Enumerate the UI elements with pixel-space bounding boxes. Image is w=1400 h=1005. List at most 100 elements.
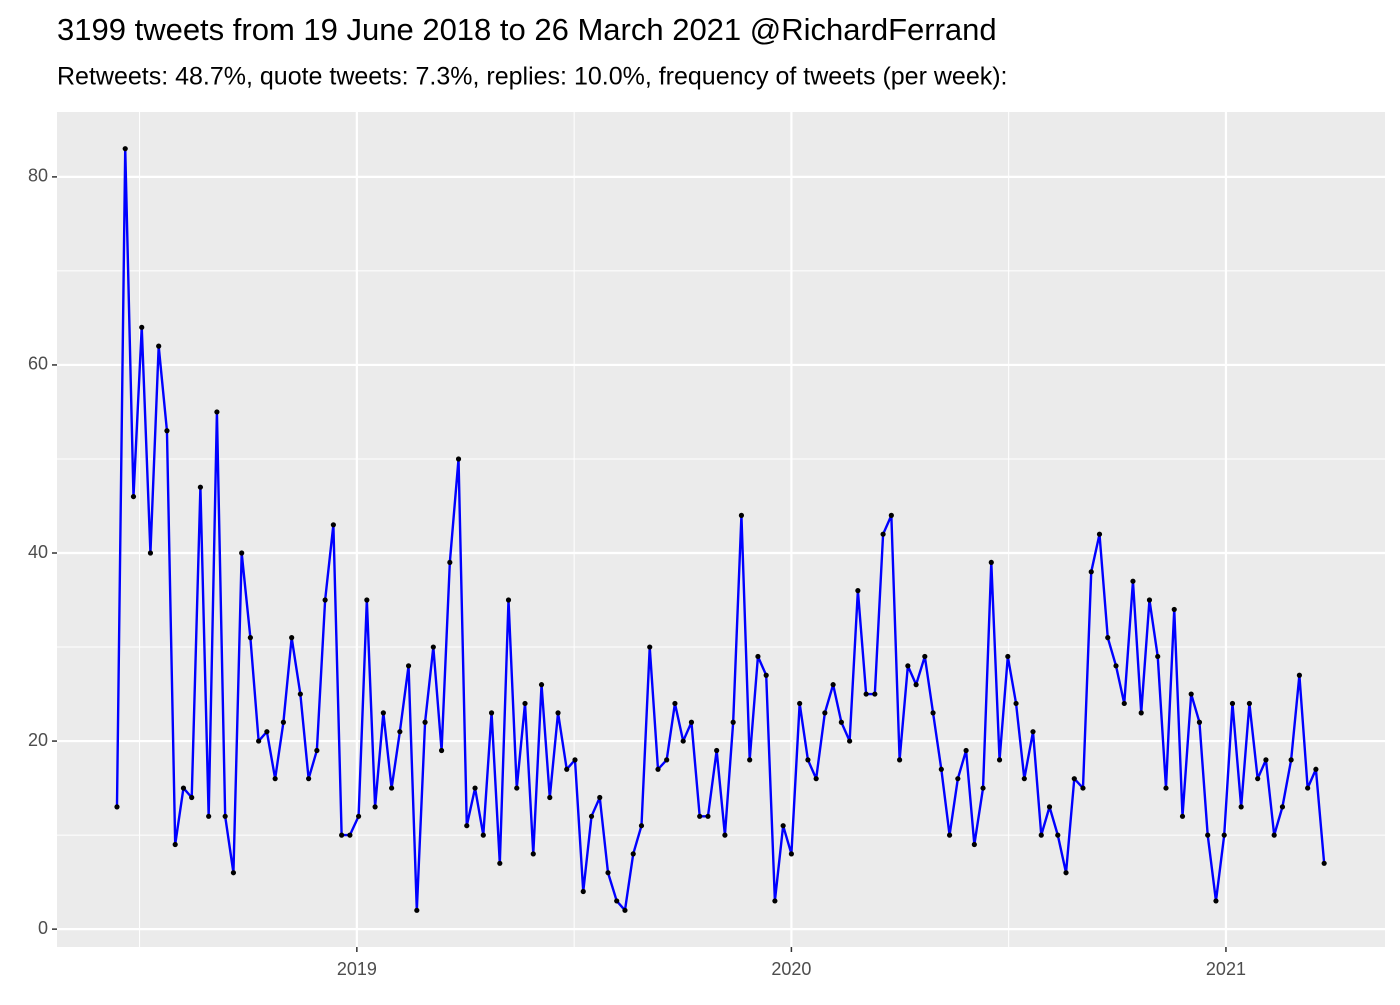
data-point: [1063, 870, 1069, 876]
data-point: [1263, 757, 1269, 763]
data-point: [1030, 729, 1036, 735]
data-point: [1013, 700, 1019, 707]
data-point: [497, 860, 503, 866]
data-point: [314, 747, 320, 754]
data-point: [1213, 898, 1219, 904]
data-point: [156, 343, 162, 349]
data-point: [222, 813, 228, 819]
data-point: [438, 747, 445, 754]
y-tick-label: 20: [28, 730, 48, 750]
data-point: [1238, 804, 1244, 810]
data-point: [622, 907, 628, 913]
data-point: [905, 663, 911, 669]
data-point: [897, 757, 903, 763]
data-point: [280, 719, 287, 725]
data-point: [472, 785, 478, 791]
data-point: [397, 729, 403, 735]
data-point: [1179, 813, 1186, 819]
data-point: [514, 785, 520, 791]
data-point: [289, 635, 295, 641]
data-point: [980, 785, 986, 791]
data-point: [189, 794, 195, 801]
data-point: [697, 813, 703, 819]
data-point: [1171, 606, 1177, 613]
data-point: [1229, 700, 1236, 707]
data-point: [605, 870, 611, 876]
data-point: [455, 456, 462, 462]
data-point: [988, 559, 994, 566]
y-tick-label: 0: [38, 918, 48, 938]
data-point: [464, 823, 470, 829]
data-point: [1196, 719, 1203, 725]
data-point: [938, 766, 944, 772]
data-point: [946, 832, 953, 838]
data-point: [913, 682, 919, 688]
data-point: [880, 531, 886, 537]
x-tick-label: 2019: [337, 959, 377, 979]
data-point: [164, 428, 170, 434]
data-point: [206, 813, 212, 819]
data-point: [147, 550, 154, 556]
data-point: [838, 719, 844, 725]
data-point: [755, 653, 761, 660]
data-point: [272, 776, 278, 782]
data-point: [480, 832, 486, 838]
data-point: [1005, 653, 1011, 660]
data-point: [1080, 785, 1086, 791]
data-point: [672, 700, 678, 707]
data-point: [114, 804, 120, 810]
data-point: [638, 823, 645, 829]
data-point: [680, 738, 686, 744]
data-point: [714, 747, 720, 754]
data-point: [322, 597, 328, 603]
data-point: [389, 785, 395, 791]
data-point: [530, 851, 536, 857]
data-point: [130, 493, 137, 500]
data-point: [664, 757, 670, 763]
data-point: [172, 841, 178, 848]
data-point: [963, 747, 969, 754]
data-point: [306, 776, 312, 782]
data-point: [1188, 691, 1194, 697]
data-point: [797, 700, 803, 707]
data-point: [122, 146, 128, 152]
data-point: [655, 766, 661, 772]
data-point: [1113, 663, 1119, 669]
data-point: [347, 832, 353, 838]
data-point: [1021, 776, 1027, 782]
data-point: [1138, 710, 1144, 716]
data-point: [256, 738, 262, 744]
data-point: [139, 324, 145, 330]
data-point: [1246, 700, 1253, 707]
series-line: [115, 147, 1326, 912]
data-point: [1155, 653, 1161, 660]
data-point: [780, 823, 786, 829]
data-point: [1088, 569, 1094, 575]
data-point: [772, 898, 778, 904]
data-point: [1096, 531, 1103, 537]
data-point: [580, 888, 586, 895]
data-point: [971, 841, 977, 848]
data-point: [722, 832, 728, 838]
data-point: [847, 738, 853, 744]
data-point: [1305, 785, 1311, 791]
data-point: [763, 672, 769, 678]
data-point: [264, 729, 270, 735]
data-point: [1163, 785, 1169, 791]
data-point: [364, 597, 370, 603]
data-point: [555, 710, 561, 716]
data-point: [1296, 672, 1302, 678]
data-point: [630, 851, 636, 857]
data-point: [614, 898, 620, 904]
data-point: [1279, 804, 1286, 810]
data-point: [747, 757, 753, 763]
data-point: [564, 766, 570, 772]
data-point: [239, 550, 245, 556]
data-point: [1288, 757, 1294, 763]
data-point: [414, 907, 420, 913]
data-point: [647, 644, 653, 650]
x-tick-label: 2020: [771, 959, 811, 979]
data-point: [1146, 597, 1153, 603]
data-point: [930, 710, 936, 716]
